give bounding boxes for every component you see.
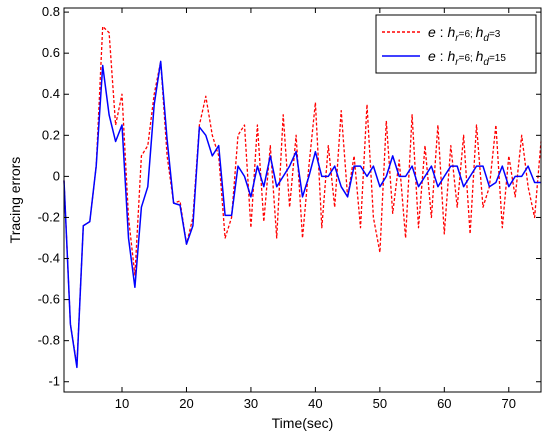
series-line-1 [63, 25, 542, 366]
series-line-2 [63, 60, 541, 369]
legend-sep: : [436, 48, 448, 64]
y-tick-label: -1 [48, 374, 60, 389]
legend-value: =6; [459, 53, 476, 64]
legend-h: h [476, 24, 484, 40]
legend: e : hr=6; hd=3e : hr=6; hd=15 [375, 14, 537, 74]
y-tick-label: 0.2 [42, 127, 60, 142]
legend-h: h [447, 48, 455, 64]
legend-label-2: e : hr=6; hd=15 [428, 48, 506, 68]
legend-subscript: d [483, 57, 489, 68]
legend-value: =6; [459, 29, 476, 40]
legend-subscript: r [455, 33, 459, 44]
y-tick-label: 0.6 [42, 45, 60, 60]
x-tick-label: 20 [179, 396, 193, 411]
y-tick-label: -0.2 [38, 209, 60, 224]
legend-subscript: r [455, 57, 459, 68]
legend-value: =15 [489, 53, 506, 64]
y-tick-label: 0 [53, 168, 60, 183]
legend-box [375, 14, 537, 74]
y-tick-label: -0.8 [38, 333, 60, 348]
x-axis-label: Time(sec) [272, 415, 334, 431]
x-tick-label: 40 [308, 396, 322, 411]
ticks-layer: 10 20 30 40 50 60 70 -1 -0.8 -0.6 -0.4 -0.2 0 0.2 0.4 0… [38, 4, 541, 411]
legend-value: =3 [489, 29, 501, 40]
x-tick-label: 50 [373, 396, 387, 411]
x-tick-label: 30 [244, 396, 258, 411]
legend-label-1: e : hr=6; hd=3 [428, 24, 501, 44]
x-tick-label: 10 [115, 396, 129, 411]
x-tick-label: 70 [502, 396, 516, 411]
y-axis-label: Tracing errors [7, 157, 23, 244]
y-tick-label: -0.6 [38, 292, 60, 307]
legend-var: e [428, 24, 436, 40]
legend-h: h [476, 48, 484, 64]
series-layer [63, 25, 542, 369]
y-tick-label: 0.4 [42, 86, 60, 101]
legend-sep: : [436, 24, 448, 40]
axes-frame [63, 7, 542, 393]
y-tick-label: 0.8 [42, 4, 60, 19]
legend-subscript: d [483, 33, 489, 44]
legend-var: e [428, 48, 436, 64]
legend-h: h [447, 24, 455, 40]
y-tick-label: -0.4 [38, 251, 60, 266]
x-tick-label: 60 [437, 396, 451, 411]
